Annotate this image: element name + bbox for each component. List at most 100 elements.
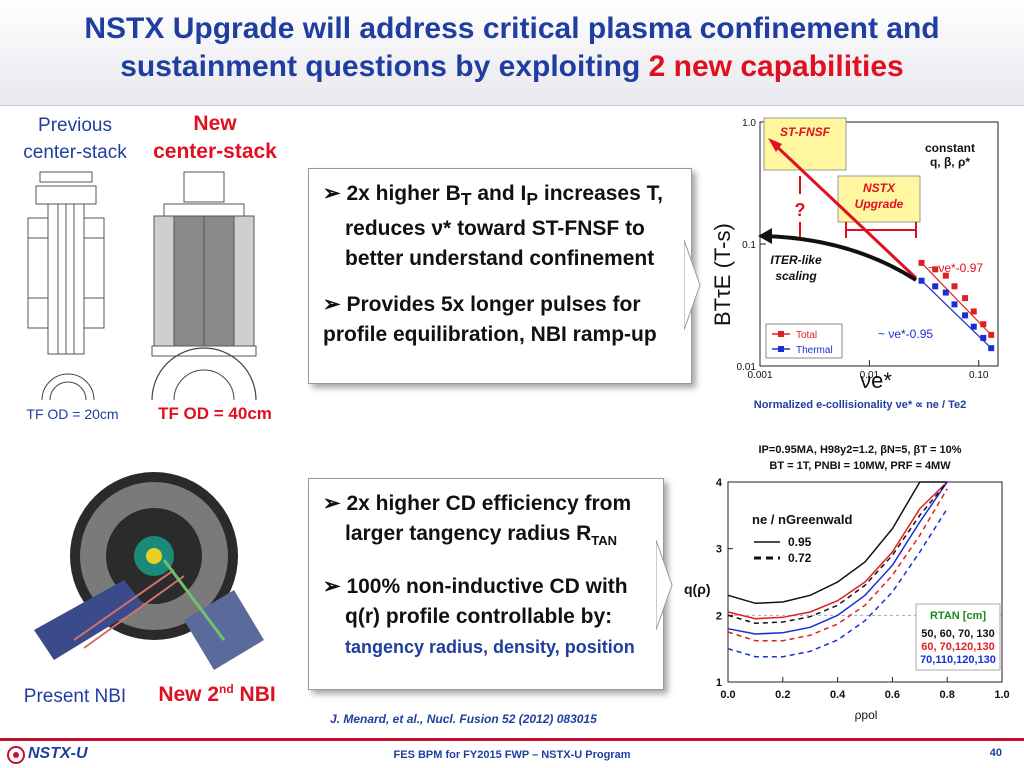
rtan-legend-title: RTAN [cm] (930, 610, 986, 622)
chart1-ticks: 0.001 0.01 0.100.010.11.0 (737, 118, 989, 381)
chart2-xtick-label: 0.0 (720, 689, 735, 701)
q-profile-line (727, 481, 948, 605)
footer-center-text: FES BPM for FY2015 FWP – NSTX-U Program (393, 749, 631, 761)
chart1-data-point (962, 312, 969, 319)
chart1-xtick-label: 0.10 (969, 370, 989, 381)
q-profile-chart: 0.0 0.2 0.4 0.6 0.8 1.0 1 2 3 4 q(ρ) ρpol ne / nG… (684, 477, 1010, 722)
chart2-xtick-label: 0.4 (830, 689, 846, 701)
bullet3-line2: larger tangency radius RTAN (323, 522, 617, 548)
rtan-legend-row1: 50, 60, 70, 130 (921, 628, 994, 640)
chart2-ytick-label: 2 (716, 610, 722, 622)
slide-title-line2: sustainment questions by exploiting 2 ne… (0, 48, 1024, 86)
chart1-ytick-label: 0.1 (742, 240, 756, 251)
legend-thermal: Thermal (796, 345, 833, 356)
chart1-data-point (988, 345, 995, 352)
page-number: 40 (989, 747, 1002, 759)
bullet1-text-e: increases T, (538, 182, 663, 205)
chart1-xtick-label: 0.01 (860, 370, 880, 381)
center-stack-drawings (27, 171, 257, 400)
chart1-legend (765, 323, 843, 359)
nstx-upgrade-label-1: NSTX (863, 181, 896, 195)
chart1-data-point (918, 277, 925, 284)
chart2-xtick-label: 0.6 (885, 689, 900, 701)
bullet4-line3: tangency radius, density, position (345, 637, 635, 658)
chart1-fit-line (921, 262, 992, 336)
nstx-logo-icon (7, 746, 25, 764)
density-legend-095: 0.95 (788, 535, 812, 549)
q-profile-line (727, 481, 948, 625)
rtan-legend-row2: 60, 70,120,130 (921, 641, 994, 653)
chart1-ytick-label: 0.01 (737, 362, 757, 373)
present-nbi-beamline (34, 580, 144, 660)
tf-od-new-label: TF OD = 40cm (158, 404, 272, 423)
bullet1-sub-b: T (460, 189, 472, 210)
chart1-data-point (942, 272, 949, 279)
chart2-xtick-label: 0.2 (775, 689, 790, 701)
chart1-points (918, 259, 995, 352)
chart1-ytick-label: 1.0 (742, 118, 756, 129)
chart2-lines (727, 481, 948, 658)
chart1-xtick-label: 0.001 (747, 370, 772, 381)
q-profile-line (727, 481, 948, 635)
chart2-title-line2: BT = 1T, PNBI = 10MW, PRF = 4MW (769, 460, 951, 472)
bullet1-text-c: and I (471, 182, 527, 205)
footer-logo-text: NSTX-U (28, 745, 88, 762)
nbi-top-view-drawing (34, 472, 264, 670)
new-center-stack-drawing (151, 171, 257, 357)
chart1-data-point (970, 323, 977, 330)
chart1-data-point (932, 283, 939, 290)
chart1-data-point (932, 266, 939, 273)
chart1-xlabel: νe* (860, 368, 892, 393)
q-profile-line (727, 508, 948, 658)
chart2-xlabel: ρpol (855, 708, 878, 722)
bullet-noninductive-cd: ➢ 100% non-inductive CD with q(r) profil… (323, 575, 635, 658)
previous-tf-cross-section (41, 373, 95, 400)
total-fit-label: ~ νe*-0.97 (928, 261, 983, 275)
bullet4-line1: 100% non-inductive CD with (346, 575, 628, 599)
callout1-pointer (684, 240, 701, 330)
chart1-data-point (951, 283, 958, 290)
chart1-ylabel: BTτE (T-s) (710, 223, 735, 326)
chart1-data-point (970, 308, 977, 315)
new-tf-cross-section (151, 347, 257, 400)
iter-scaling-label-2: scaling (775, 269, 817, 283)
chart1-fit-line (921, 280, 992, 349)
new-nbi-label-suffix: NBI (233, 683, 276, 706)
density-legend-title: ne / nGreenwald (752, 512, 852, 527)
q-profile-line (727, 481, 948, 620)
extrapolation-arrow (770, 140, 918, 280)
chart1-data-point (942, 289, 949, 296)
chart1-data-point (962, 295, 969, 302)
previous-center-stack-label: Previous center-stack (23, 115, 127, 163)
new-nbi-beamline (184, 590, 264, 670)
iter-scaling-label-1: ITER-like (770, 253, 822, 267)
chart2-ytick-label: 4 (716, 477, 723, 489)
title-bar: NSTX Upgrade will address critical plasm… (0, 0, 1024, 106)
rtan-legend (915, 603, 1001, 671)
bullet3-line2-text: larger tangency radius R (345, 522, 592, 545)
chart1-data-point (988, 331, 995, 338)
bullet1-line3: better understand confinement (345, 247, 655, 271)
chart2-ylabel: q(ρ) (684, 581, 711, 597)
chart2-ytick-label: 3 (716, 544, 722, 556)
new-nbi-label: New 2nd NBI (142, 682, 292, 707)
constant-label-1: constant (925, 141, 975, 155)
callout-confinement: ➢ 2x higher BT and IP increases T, reduc… (308, 168, 692, 384)
slide-title-line1: NSTX Upgrade will address critical plasm… (84, 12, 940, 45)
iter-scaling-arrow (761, 234, 918, 282)
callout2-pointer (656, 540, 673, 630)
chart2-title: IP=0.95MA, H98y2=1.2, βN=5, βT = 10% BT … (700, 442, 1020, 474)
bullet4-line2: q(r) profile controllable by: (345, 605, 613, 629)
rtan-legend-row3: 70,110,120,130 (920, 654, 996, 666)
chart1-fits (921, 262, 992, 349)
new-center-stack-label: New center-stack (153, 112, 277, 163)
bullet1-text-a: 2x higher B (346, 182, 461, 205)
citation: J. Menard, et al., Nucl. Fusion 52 (2012… (330, 712, 597, 726)
bullet2-line2: profile equilibration, NBI ramp-up (323, 323, 657, 347)
chart2-xtick-label: 0.8 (940, 689, 955, 701)
chart2-ytick-label: 1 (716, 677, 722, 689)
chart2-xtick-label: 1.0 (994, 689, 1009, 701)
chart1-caption: Normalized e-collisionality νe* ∝ ne / T… (754, 399, 966, 411)
chart1-data-point (951, 301, 958, 308)
question-mark: ? (795, 200, 806, 220)
